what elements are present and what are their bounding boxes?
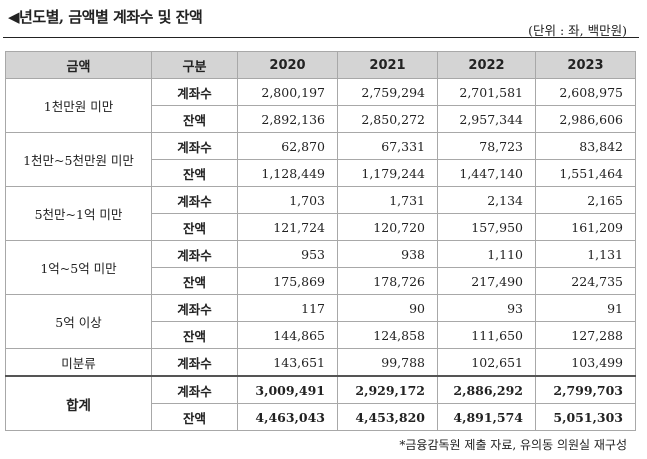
table-cell: 99,788 <box>337 348 438 377</box>
table-cell: 143,651 <box>237 348 338 377</box>
table-cell: 2,134 <box>437 186 536 214</box>
table-cell: 953 <box>237 240 338 268</box>
table-cell: 2,799,703 <box>535 375 636 404</box>
column-header: 2023 <box>535 51 636 79</box>
total-label: 합계 <box>5 375 152 431</box>
table-cell: 117 <box>237 294 338 322</box>
row-type: 잔액 <box>151 321 238 349</box>
table-cell: 103,499 <box>535 348 636 377</box>
row-type: 잔액 <box>151 159 238 187</box>
table-cell: 938 <box>337 240 438 268</box>
table-cell: 1,110 <box>437 240 536 268</box>
table-cell: 2,957,344 <box>437 105 536 133</box>
table-row: 잔액 144,865 124,858 111,650 127,288 <box>6 321 636 349</box>
table-cell: 224,735 <box>535 267 636 295</box>
table-cell: 127,288 <box>535 321 636 349</box>
amount-category: 1천만~5천만원 미만 <box>5 132 152 187</box>
table-cell: 3,009,491 <box>237 375 338 404</box>
source-note: *금융감독원 제출 자료, 유의동 의원실 재구성 <box>399 438 627 452</box>
table-cell: 121,724 <box>237 213 338 241</box>
table-cell: 144,865 <box>237 321 338 349</box>
table-cell: 2,759,294 <box>337 78 438 106</box>
row-type: 잔액 <box>151 105 238 133</box>
row-type: 계좌수 <box>151 186 238 214</box>
table-cell: 175,869 <box>237 267 338 295</box>
table-row: 1천만원 미만 계좌수 2,800,197 2,759,294 2,701,581 2,6… <box>5 78 636 133</box>
table-cell: 83,842 <box>535 132 636 160</box>
table-row: 5억 이상 계좌수 117 90 93 91 <box>5 294 636 349</box>
table-cell: 1,128,449 <box>237 159 338 187</box>
table-cell: 62,870 <box>237 132 338 160</box>
column-header: 2021 <box>337 51 438 79</box>
row-type: 계좌수 <box>151 78 238 106</box>
row-type: 잔액 <box>151 267 238 295</box>
table-cell: 2,800,197 <box>237 78 338 106</box>
document-title: ◀년도별, 금액별 계좌수 및 잔액 <box>8 8 203 26</box>
amount-category: 미분류 <box>5 348 152 377</box>
table-cell: 2,701,581 <box>437 78 536 106</box>
table-cell: 1,551,464 <box>535 159 636 187</box>
row-type: 잔액 <box>151 403 238 431</box>
table-cell: 1,447,140 <box>437 159 536 187</box>
table-row: 잔액 4,463,043 4,453,820 4,891,574 5,051,303 <box>6 403 636 431</box>
table-cell: 4,891,574 <box>437 403 536 431</box>
table-cell: 124,858 <box>337 321 438 349</box>
table-cell: 102,651 <box>437 348 536 377</box>
table-cell: 5,051,303 <box>535 403 636 431</box>
amount-category: 5천만~1억 미만 <box>5 186 152 241</box>
row-type: 계좌수 <box>151 375 238 404</box>
table-cell: 178,726 <box>337 267 438 295</box>
table-cell: 2,986,606 <box>535 105 636 133</box>
column-header: 금액 <box>5 51 152 79</box>
unit-note: (단위 : 좌, 백만원) <box>528 23 627 38</box>
table-cell: 1,731 <box>337 186 438 214</box>
column-header: 2020 <box>237 51 338 79</box>
row-type: 잔액 <box>151 213 238 241</box>
table-cell: 2,892,136 <box>237 105 338 133</box>
table-row: 잔액 175,869 178,726 217,490 224,735 <box>6 267 636 295</box>
table-cell: 93 <box>437 294 536 322</box>
table-cell: 157,950 <box>437 213 536 241</box>
column-header: 2022 <box>437 51 536 79</box>
table-cell: 90 <box>337 294 438 322</box>
table-row: 5천만~1억 미만 계좌수 1,703 1,731 2,134 2,165 <box>5 186 636 241</box>
table-cell: 2,608,975 <box>535 78 636 106</box>
table-cell: 2,165 <box>535 186 636 214</box>
row-type: 계좌수 <box>151 348 238 377</box>
table-cell: 67,331 <box>337 132 438 160</box>
row-type: 계좌수 <box>151 294 238 322</box>
table-row: 1천만~5천만원 미만 계좌수 62,870 67,331 78,723 83,842 <box>5 132 636 187</box>
row-type: 계좌수 <box>151 240 238 268</box>
table-row: 미분류 계좌수 143,651 99,788 102,651 103,499 <box>5 348 636 377</box>
table-cell: 2,886,292 <box>437 375 536 404</box>
title-divider <box>3 37 639 38</box>
amount-category: 5억 이상 <box>5 294 152 349</box>
table-cell: 1,703 <box>237 186 338 214</box>
table-cell: 120,720 <box>337 213 438 241</box>
table-cell: 161,209 <box>535 213 636 241</box>
table-cell: 1,179,244 <box>337 159 438 187</box>
table-cell: 2,850,272 <box>337 105 438 133</box>
table-body: 1천만원 미만 계좌수 2,800,197 2,759,294 2,701,581 2,6… <box>5 78 636 431</box>
table-cell: 2,929,172 <box>337 375 438 404</box>
table-cell: 91 <box>535 294 636 322</box>
row-type: 계좌수 <box>151 132 238 160</box>
table-header-row: 금액 구분 2020 2021 2022 2023 <box>5 51 636 79</box>
table-cell: 4,453,820 <box>337 403 438 431</box>
amount-category: 1억~5억 미만 <box>5 240 152 295</box>
table-cell: 78,723 <box>437 132 536 160</box>
table-cell: 1,131 <box>535 240 636 268</box>
table-row: 잔액 2,892,136 2,850,272 2,957,344 2,986,606 <box>6 105 636 133</box>
table-cell: 217,490 <box>437 267 536 295</box>
table-row: 1억~5억 미만 계좌수 953 938 1,110 1,131 <box>5 240 636 295</box>
table-cell: 111,650 <box>437 321 536 349</box>
column-header: 구분 <box>151 51 238 79</box>
table-cell: 4,463,043 <box>237 403 338 431</box>
amount-category: 1천만원 미만 <box>5 78 152 133</box>
table-row: 합계 계좌수 3,009,491 2,929,172 2,886,292 2,799,70… <box>5 375 636 431</box>
accounts-balance-table: 금액 구분 2020 2021 2022 2023 1천만원 미만 계좌수 2,80… <box>5 51 636 431</box>
